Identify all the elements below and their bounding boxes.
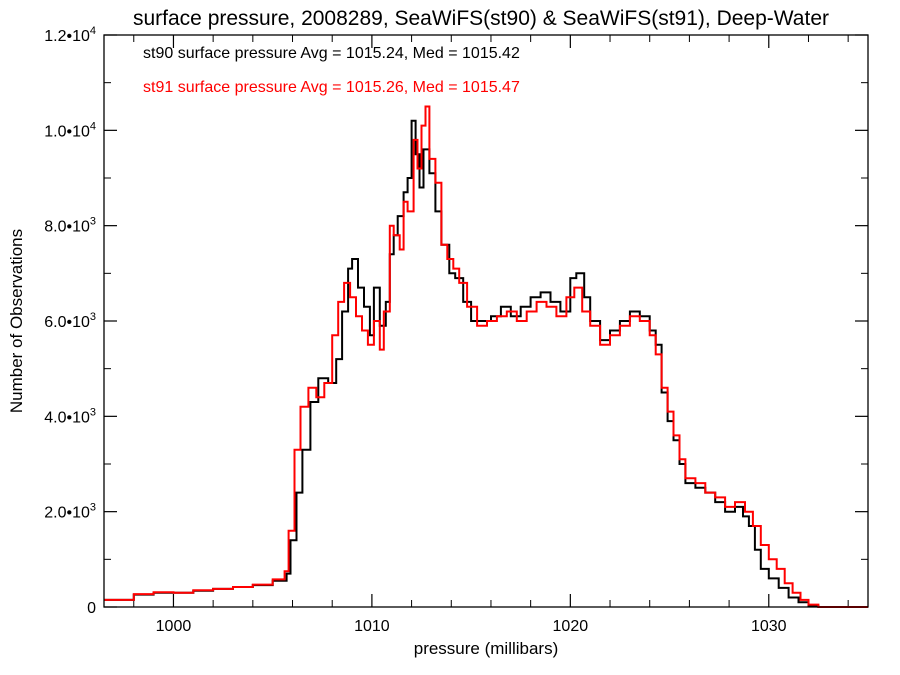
x-axis-label: pressure (millibars) — [414, 639, 559, 658]
y-tick-label: 0 — [87, 600, 96, 617]
legend-st90: st90 surface pressure Avg = 1015.24, Med… — [143, 45, 520, 62]
x-tick-label: 1020 — [553, 618, 589, 635]
y-tick-label: 8.0•103 — [44, 216, 96, 236]
y-tick-label: 1.2•104 — [44, 25, 96, 45]
x-tick-label: 1030 — [751, 618, 787, 635]
x-tick-labels: 1000 1010 1020 1030 — [156, 618, 787, 635]
y-tick-label: 4.0•103 — [44, 406, 96, 426]
y-tick-label: 6.0•103 — [44, 311, 96, 331]
y-tick-labels: 0 2.0•103 4.0•103 6.0•103 8.0•103 1.0•104 1.2•… — [44, 25, 96, 617]
series-st90-line — [104, 119, 868, 608]
x-tick-label: 1010 — [354, 618, 390, 635]
legend-st91: st91 surface pressure Avg = 1015.26, Med… — [143, 79, 520, 96]
chart-title: surface pressure, 2008289, SeaWiFS(st90)… — [133, 7, 829, 30]
series-st91-line — [104, 105, 868, 608]
y-tick-label: 1.0•104 — [44, 120, 96, 140]
y-axis-label: Number of Observations — [7, 229, 26, 413]
plot-frame — [103, 34, 869, 608]
data-series — [104, 105, 868, 608]
y-tick-label: 2.0•103 — [44, 502, 96, 522]
x-tick-label: 1000 — [156, 618, 192, 635]
